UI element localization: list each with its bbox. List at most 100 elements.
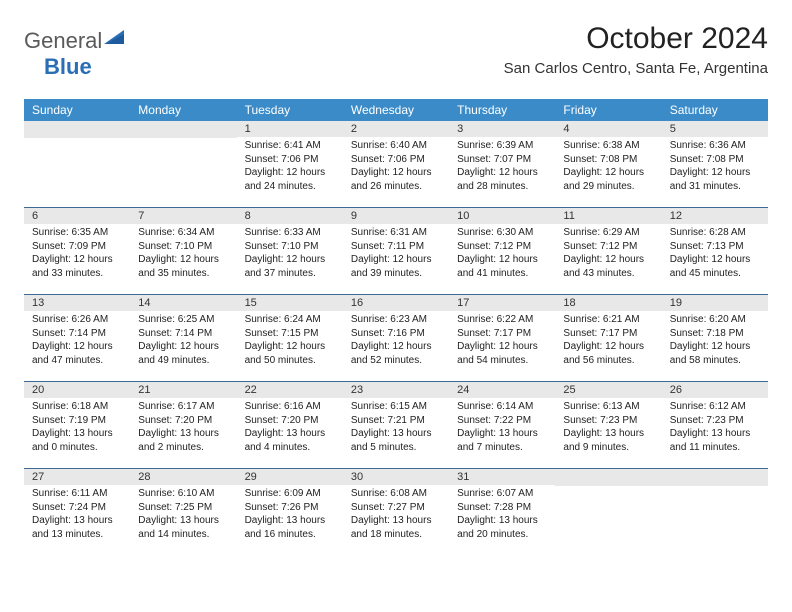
calendar-cell: 14Sunrise: 6:25 AMSunset: 7:14 PMDayligh…	[130, 295, 236, 381]
day-number: 22	[237, 382, 343, 398]
sunset-text: Sunset: 7:25 PM	[138, 501, 228, 515]
daylight-text-2: and 31 minutes.	[670, 180, 760, 194]
day-number: 20	[24, 382, 130, 398]
sunset-text: Sunset: 7:28 PM	[457, 501, 547, 515]
sunrise-text: Sunrise: 6:39 AM	[457, 139, 547, 153]
daylight-text-2: and 29 minutes.	[563, 180, 653, 194]
sunset-text: Sunset: 7:08 PM	[670, 153, 760, 167]
daylight-text-2: and 0 minutes.	[32, 441, 122, 455]
cell-content: Sunrise: 6:12 AMSunset: 7:23 PMDaylight:…	[662, 398, 768, 458]
sunrise-text: Sunrise: 6:18 AM	[32, 400, 122, 414]
day-headers-row: SundayMondayTuesdayWednesdayThursdayFrid…	[24, 99, 768, 121]
cell-content: Sunrise: 6:38 AMSunset: 7:08 PMDaylight:…	[555, 137, 661, 197]
daylight-text-1: Daylight: 12 hours	[138, 340, 228, 354]
daylight-text-1: Daylight: 12 hours	[670, 340, 760, 354]
calendar-cell: 28Sunrise: 6:10 AMSunset: 7:25 PMDayligh…	[130, 469, 236, 555]
sunrise-text: Sunrise: 6:13 AM	[563, 400, 653, 414]
sunrise-text: Sunrise: 6:09 AM	[245, 487, 335, 501]
calendar-cell: 7Sunrise: 6:34 AMSunset: 7:10 PMDaylight…	[130, 208, 236, 294]
week-row: 13Sunrise: 6:26 AMSunset: 7:14 PMDayligh…	[24, 295, 768, 382]
daylight-text-1: Daylight: 12 hours	[32, 340, 122, 354]
sunset-text: Sunset: 7:26 PM	[245, 501, 335, 515]
day-number: 23	[343, 382, 449, 398]
cell-content: Sunrise: 6:13 AMSunset: 7:23 PMDaylight:…	[555, 398, 661, 458]
daylight-text-2: and 18 minutes.	[351, 528, 441, 542]
daylight-text-1: Daylight: 12 hours	[457, 166, 547, 180]
logo-triangle-icon	[104, 28, 126, 51]
cell-content: Sunrise: 6:40 AMSunset: 7:06 PMDaylight:…	[343, 137, 449, 197]
cell-content: Sunrise: 6:10 AMSunset: 7:25 PMDaylight:…	[130, 485, 236, 545]
sunset-text: Sunset: 7:21 PM	[351, 414, 441, 428]
day-number: 10	[449, 208, 555, 224]
daylight-text-1: Daylight: 12 hours	[563, 340, 653, 354]
sunrise-text: Sunrise: 6:21 AM	[563, 313, 653, 327]
daylight-text-2: and 58 minutes.	[670, 354, 760, 368]
day-number: 6	[24, 208, 130, 224]
month-title: October 2024	[504, 22, 768, 56]
cell-content: Sunrise: 6:09 AMSunset: 7:26 PMDaylight:…	[237, 485, 343, 545]
cell-content: Sunrise: 6:33 AMSunset: 7:10 PMDaylight:…	[237, 224, 343, 284]
day-number: 2	[343, 121, 449, 137]
daylight-text-2: and 47 minutes.	[32, 354, 122, 368]
calendar-cell: 11Sunrise: 6:29 AMSunset: 7:12 PMDayligh…	[555, 208, 661, 294]
day-header: Tuesday	[237, 99, 343, 121]
cell-content	[24, 138, 130, 144]
daylight-text-1: Daylight: 13 hours	[32, 427, 122, 441]
day-header: Monday	[130, 99, 236, 121]
sunrise-text: Sunrise: 6:10 AM	[138, 487, 228, 501]
calendar-cell: 19Sunrise: 6:20 AMSunset: 7:18 PMDayligh…	[662, 295, 768, 381]
sunrise-text: Sunrise: 6:25 AM	[138, 313, 228, 327]
daylight-text-2: and 2 minutes.	[138, 441, 228, 455]
daylight-text-2: and 35 minutes.	[138, 267, 228, 281]
page-header: General October 2024 San Carlos Centro, …	[24, 22, 768, 77]
daylight-text-2: and 37 minutes.	[245, 267, 335, 281]
cell-content: Sunrise: 6:17 AMSunset: 7:20 PMDaylight:…	[130, 398, 236, 458]
cell-content: Sunrise: 6:36 AMSunset: 7:08 PMDaylight:…	[662, 137, 768, 197]
daylight-text-1: Daylight: 13 hours	[670, 427, 760, 441]
daylight-text-2: and 16 minutes.	[245, 528, 335, 542]
logo: General	[24, 28, 126, 54]
cell-content: Sunrise: 6:24 AMSunset: 7:15 PMDaylight:…	[237, 311, 343, 371]
daylight-text-2: and 4 minutes.	[245, 441, 335, 455]
daylight-text-2: and 45 minutes.	[670, 267, 760, 281]
sunset-text: Sunset: 7:20 PM	[138, 414, 228, 428]
cell-content: Sunrise: 6:41 AMSunset: 7:06 PMDaylight:…	[237, 137, 343, 197]
sunrise-text: Sunrise: 6:08 AM	[351, 487, 441, 501]
sunrise-text: Sunrise: 6:26 AM	[32, 313, 122, 327]
sunset-text: Sunset: 7:17 PM	[457, 327, 547, 341]
logo-text-general: General	[24, 28, 102, 54]
calendar-cell	[662, 469, 768, 555]
sunrise-text: Sunrise: 6:41 AM	[245, 139, 335, 153]
daylight-text-2: and 33 minutes.	[32, 267, 122, 281]
sunrise-text: Sunrise: 6:29 AM	[563, 226, 653, 240]
daylight-text-1: Daylight: 12 hours	[245, 253, 335, 267]
daylight-text-1: Daylight: 13 hours	[32, 514, 122, 528]
day-header: Thursday	[449, 99, 555, 121]
sunrise-text: Sunrise: 6:36 AM	[670, 139, 760, 153]
day-number: 3	[449, 121, 555, 137]
cell-content	[130, 138, 236, 144]
daylight-text-1: Daylight: 12 hours	[563, 166, 653, 180]
sunset-text: Sunset: 7:11 PM	[351, 240, 441, 254]
cell-content: Sunrise: 6:31 AMSunset: 7:11 PMDaylight:…	[343, 224, 449, 284]
daylight-text-2: and 41 minutes.	[457, 267, 547, 281]
calendar-cell: 23Sunrise: 6:15 AMSunset: 7:21 PMDayligh…	[343, 382, 449, 468]
cell-content: Sunrise: 6:30 AMSunset: 7:12 PMDaylight:…	[449, 224, 555, 284]
sunset-text: Sunset: 7:24 PM	[32, 501, 122, 515]
cell-content: Sunrise: 6:15 AMSunset: 7:21 PMDaylight:…	[343, 398, 449, 458]
cell-content: Sunrise: 6:20 AMSunset: 7:18 PMDaylight:…	[662, 311, 768, 371]
sunset-text: Sunset: 7:10 PM	[138, 240, 228, 254]
calendar-cell: 6Sunrise: 6:35 AMSunset: 7:09 PMDaylight…	[24, 208, 130, 294]
calendar-cell	[555, 469, 661, 555]
cell-content: Sunrise: 6:14 AMSunset: 7:22 PMDaylight:…	[449, 398, 555, 458]
cell-content: Sunrise: 6:16 AMSunset: 7:20 PMDaylight:…	[237, 398, 343, 458]
sunset-text: Sunset: 7:13 PM	[670, 240, 760, 254]
sunset-text: Sunset: 7:19 PM	[32, 414, 122, 428]
cell-content: Sunrise: 6:07 AMSunset: 7:28 PMDaylight:…	[449, 485, 555, 545]
day-number: 16	[343, 295, 449, 311]
day-number	[24, 121, 130, 138]
daylight-text-2: and 24 minutes.	[245, 180, 335, 194]
sunrise-text: Sunrise: 6:40 AM	[351, 139, 441, 153]
calendar-cell: 20 Sunrise: 6:18 AMSunset: 7:19 PMDayligh…	[24, 382, 130, 468]
cell-content: Sunrise: 6:22 AMSunset: 7:17 PMDaylight:…	[449, 311, 555, 371]
